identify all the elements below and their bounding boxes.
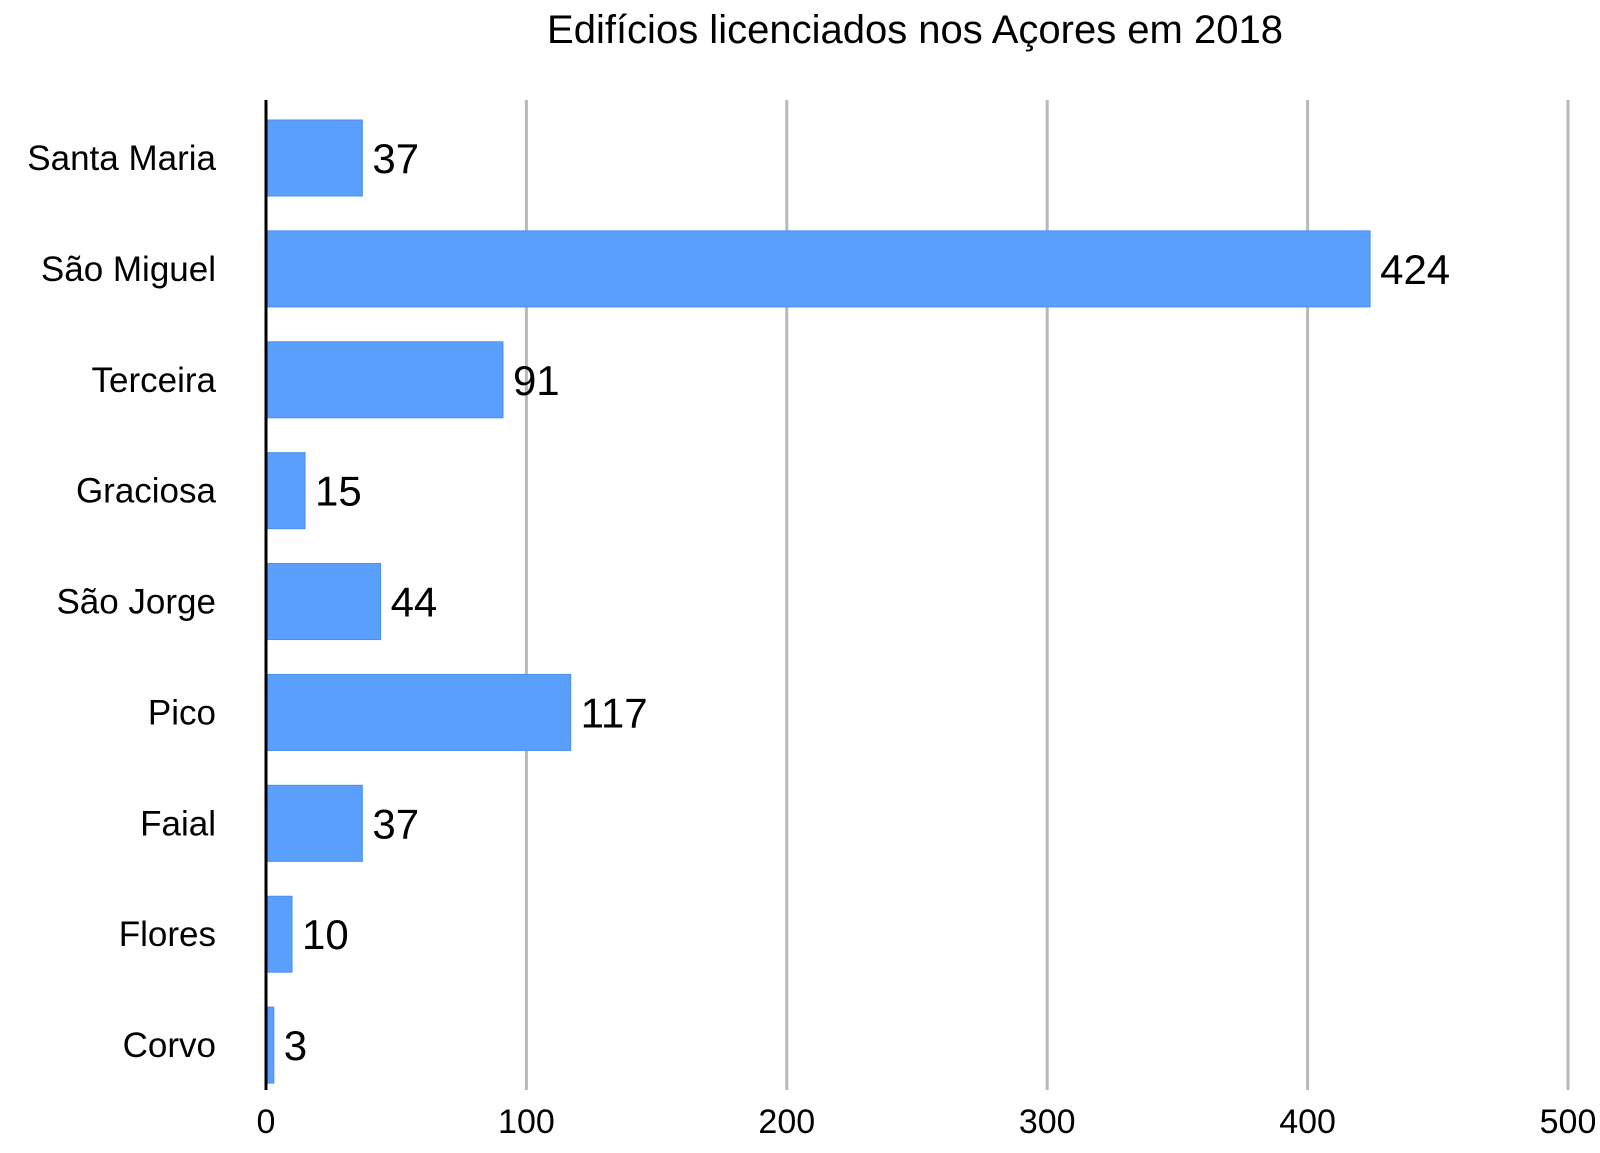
data-label: 424 [1380,246,1450,293]
bar [265,563,382,641]
data-label: 44 [391,579,438,626]
category-label: Santa Maria [27,139,216,178]
value-labels: 37 424 91 15 44 117 37 10 3 [284,135,1450,1069]
category-label: Graciosa [76,472,217,511]
bar [265,784,363,862]
data-label: 15 [315,468,362,515]
chart-title: Edifícios licenciados nos Açores em 2018 [547,8,1283,52]
x-tick-label: 200 [758,1103,815,1141]
bar [265,895,293,973]
x-tick-label: 0 [257,1103,276,1141]
category-labels: Santa Maria São Miguel Terceira Graciosa São… [27,139,216,1065]
category-label: Flores [119,915,216,954]
x-tick-label: 100 [498,1103,555,1141]
data-label: 3 [284,1022,307,1069]
category-label: Pico [148,693,216,732]
bar [265,230,1371,308]
bar [265,673,572,751]
data-label: 37 [372,800,419,847]
bar [265,119,363,197]
data-label: 91 [513,357,560,404]
category-label: São Jorge [56,583,216,622]
category-label: Faial [140,804,216,843]
data-label: 10 [302,911,349,958]
x-tick-labels: 0 100 200 300 400 500 [257,1103,1597,1141]
bar [265,341,504,419]
category-label: Terceira [92,361,217,400]
bar [265,452,306,530]
x-tick-label: 300 [1019,1103,1076,1141]
data-label: 117 [581,689,648,736]
x-tick-label: 400 [1279,1103,1336,1141]
category-label: São Miguel [41,250,216,289]
category-label: Corvo [123,1026,216,1065]
x-tick-label: 500 [1540,1103,1597,1141]
data-label: 37 [372,135,419,182]
